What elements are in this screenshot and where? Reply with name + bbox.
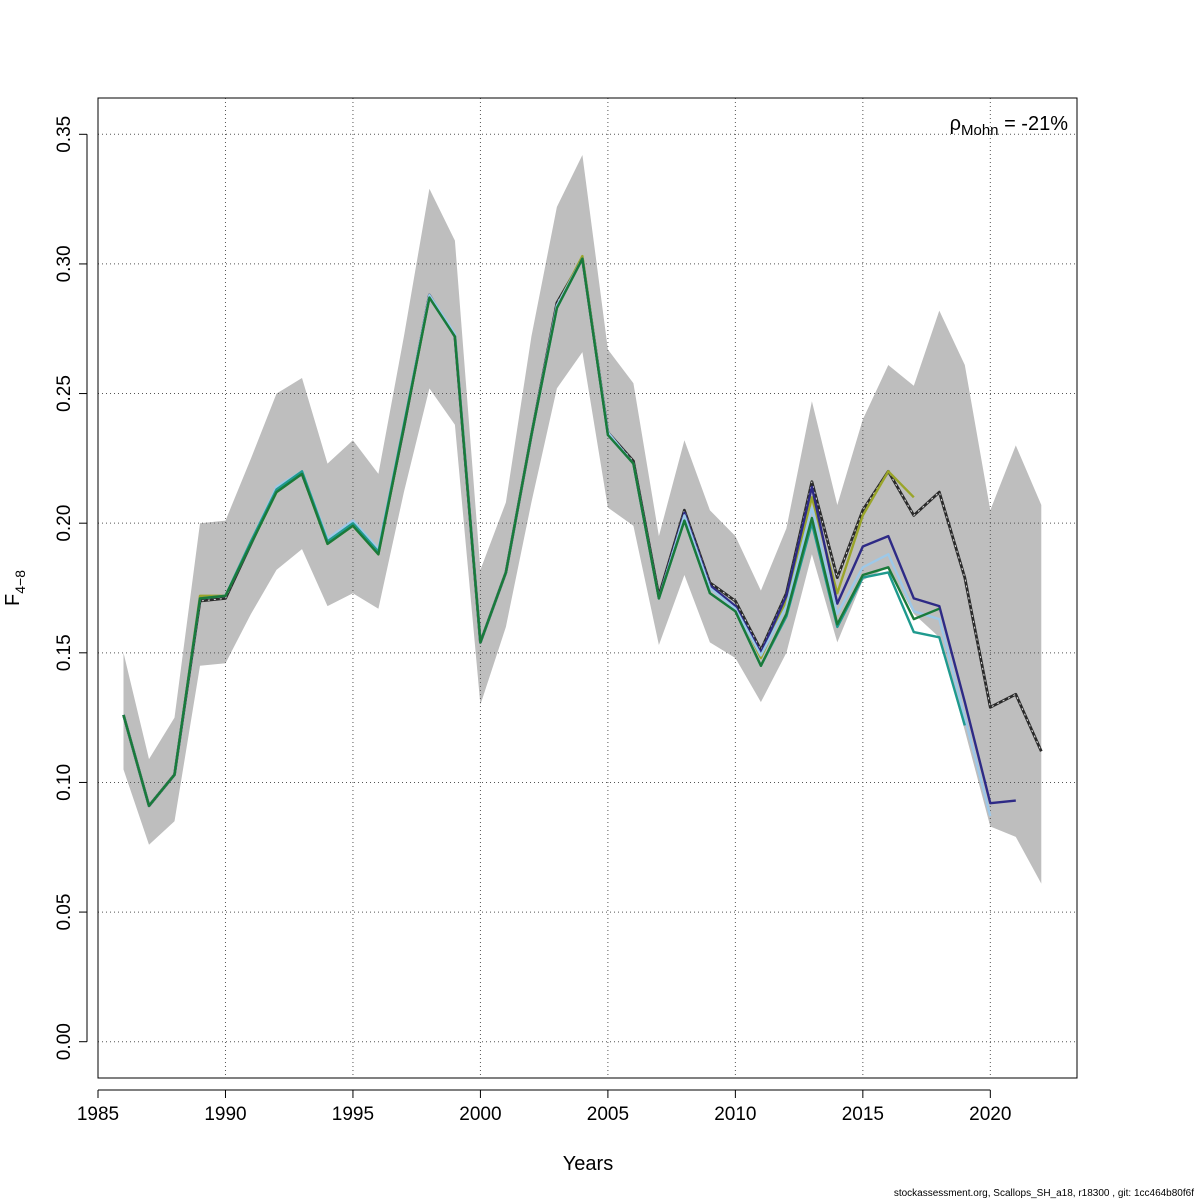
series-layer [122, 254, 1043, 817]
y-tick-label: 0.30 [54, 245, 75, 282]
x-tick-label: 1995 [332, 1104, 374, 1125]
x-tick-label: 1985 [77, 1104, 119, 1125]
y-tick-label: 0.25 [54, 375, 75, 412]
y-tick-label: 0.10 [54, 764, 75, 801]
rho-subscript: Mohn [961, 122, 999, 139]
y-tick-label: 0.15 [54, 634, 75, 671]
plot-frame [97, 97, 1078, 1079]
y-tick-label: 0.05 [54, 894, 75, 931]
footer-credit: stockassessment.org, Scallops_SH_a18, r1… [894, 1188, 1194, 1199]
x-axis-title: Years [563, 1153, 613, 1175]
confidence-band [123, 155, 1042, 884]
y-axis-title: F4−8 [2, 570, 28, 606]
x-tick-label: 1990 [204, 1104, 246, 1125]
series-line-5 [122, 257, 940, 807]
mohn-rho-annotation: ρMohn = -21% [950, 113, 1069, 139]
x-tick-label: 2010 [714, 1104, 756, 1125]
axis-layer: 1985 1990 1995 2000 2005 2010 2015 2020 0.00 0.05… [54, 116, 1011, 1125]
y-axis-title-sub: 4−8 [12, 570, 28, 594]
y-tick-label: 0.00 [54, 1023, 75, 1060]
rho-value: = -21% [999, 113, 1069, 135]
x-tick-label: 2005 [587, 1104, 629, 1125]
y-tick-label: 0.35 [54, 116, 75, 153]
confidence-band-layer [123, 155, 1042, 884]
rho-symbol: ρ [950, 113, 961, 135]
y-tick-label: 0.20 [54, 505, 75, 542]
y-axis-title-main: F [2, 594, 24, 606]
x-tick-label: 2020 [969, 1104, 1011, 1125]
x-tick-label: 2015 [842, 1104, 884, 1125]
x-tick-label: 2000 [459, 1104, 501, 1125]
